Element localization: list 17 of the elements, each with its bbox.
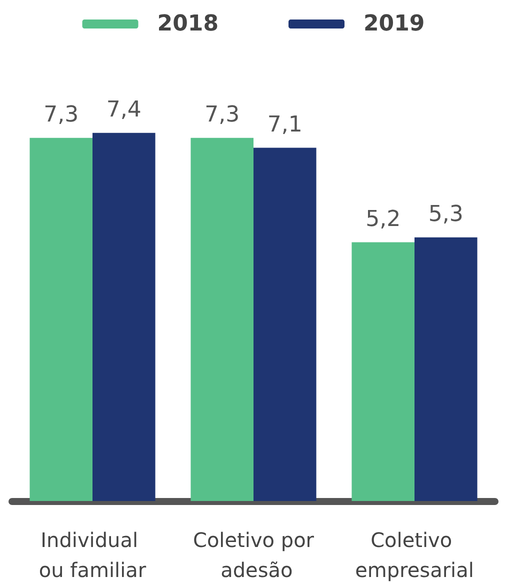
legend-label: 2019 bbox=[364, 12, 425, 36]
legend-label: 2018 bbox=[157, 12, 219, 36]
data-label: 7,1 bbox=[267, 112, 302, 138]
data-label: 5,2 bbox=[366, 206, 401, 232]
x-tick-label: Coletivo empresarial bbox=[355, 528, 474, 582]
bar bbox=[92, 132, 156, 501]
bar bbox=[352, 242, 414, 501]
x-tick-label: Individual ou familiar bbox=[38, 528, 147, 582]
bar bbox=[190, 138, 254, 501]
bar bbox=[30, 138, 92, 501]
data-label: 7,3 bbox=[204, 102, 240, 128]
bar bbox=[414, 237, 478, 501]
data-label: 7,4 bbox=[106, 97, 142, 122]
data-label: 5,3 bbox=[428, 202, 464, 227]
data-label: 7,3 bbox=[44, 102, 79, 128]
bar bbox=[254, 148, 316, 501]
x-tick-label: Coletivo por adesão bbox=[192, 528, 315, 582]
